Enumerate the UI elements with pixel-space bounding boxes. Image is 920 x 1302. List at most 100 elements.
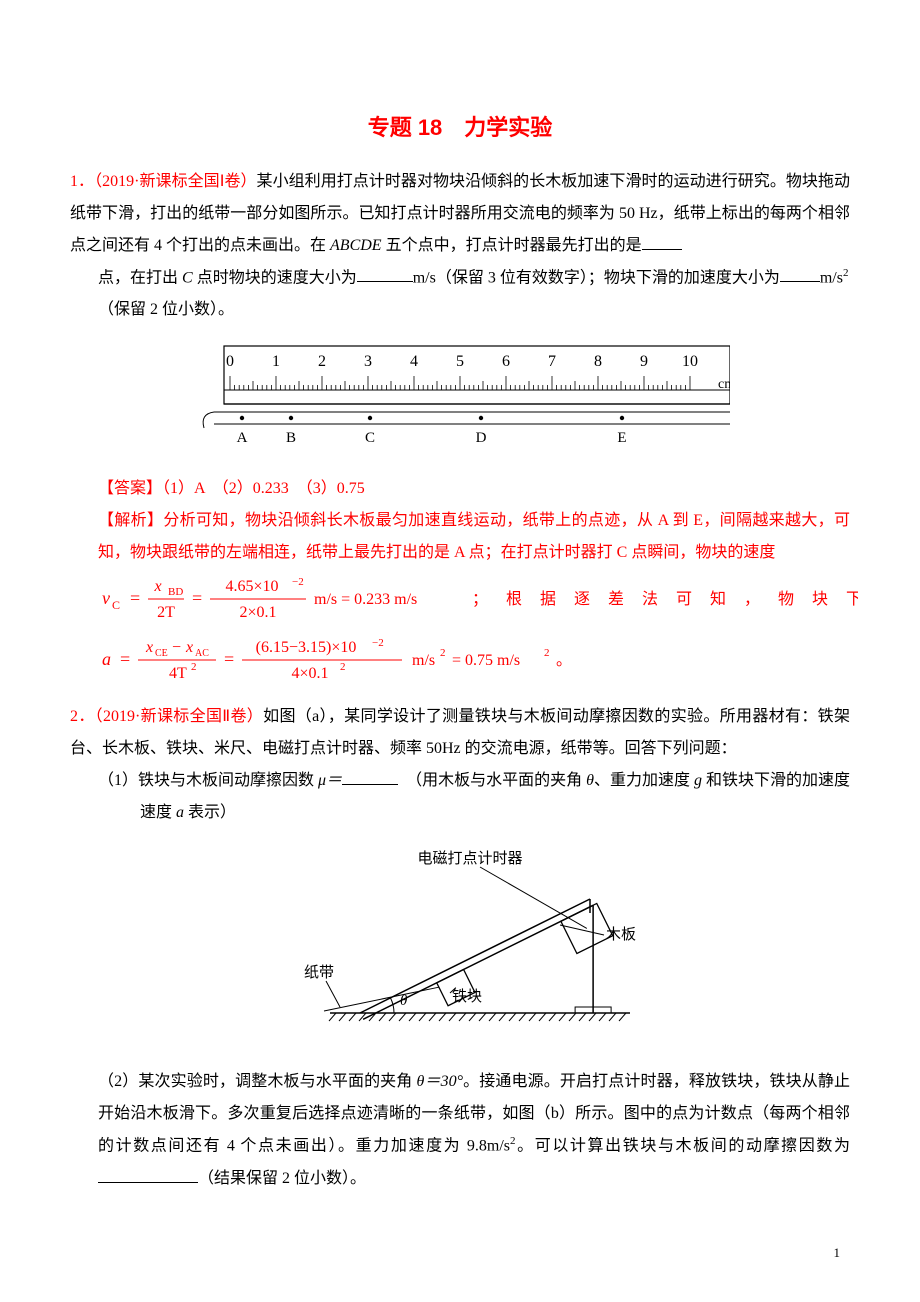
svg-text:=: =: [120, 649, 130, 669]
svg-text:v: v: [102, 588, 110, 608]
svg-text:纸带: 纸带: [304, 964, 334, 981]
svg-text:1: 1: [272, 353, 280, 370]
q2-sub1-c: 、重力加速度: [594, 772, 690, 789]
svg-text:x: x: [185, 639, 193, 656]
svg-text:10: 10: [682, 353, 698, 370]
formula2-svg: a=xCE−xAC4T2=(6.15−3.15)×10−24×0.12m/s2=…: [98, 630, 618, 686]
svg-text:−2: −2: [292, 576, 304, 588]
svg-text:4.65×10: 4.65×10: [225, 578, 278, 595]
q1-text-b: 五个点中，打点计时器最先打出的是: [386, 237, 642, 254]
q1-unit1: m/s（保留 3 位有效数字）；物块下滑的加速度大小为: [413, 269, 780, 286]
q2-sub1-e-pre: 速度: [140, 804, 172, 821]
svg-text:−: −: [172, 639, 181, 656]
svg-text:5: 5: [456, 353, 464, 370]
formula-vc: vC=xBD2T=4.65×10−22×0.1m/s = 0.233 m/s； …: [70, 569, 850, 630]
svg-text:3: 3: [364, 353, 372, 370]
svg-text:BD: BD: [168, 586, 183, 598]
svg-text:2: 2: [544, 647, 550, 659]
svg-text:6: 6: [502, 353, 510, 370]
svg-text:=: =: [224, 649, 234, 669]
answer-1: （1）A: [162, 480, 205, 497]
answer-label: 【答案】: [98, 480, 162, 497]
answer-3: （3）0.75: [305, 480, 365, 497]
q1-number: 1．: [70, 173, 94, 190]
ruler-svg: 012345678910cmABCDE: [190, 340, 730, 450]
svg-text:4T: 4T: [169, 665, 187, 682]
q2-sub1-a: （1）铁块与木板间动摩擦因数: [98, 772, 314, 789]
g: g: [690, 772, 706, 789]
blank-velocity: [357, 265, 413, 282]
svg-text:B: B: [286, 430, 296, 446]
svg-text:a: a: [102, 649, 111, 669]
svg-text:铁块: 铁块: [452, 988, 482, 1005]
svg-text:2: 2: [318, 353, 326, 370]
theta: θ: [582, 772, 594, 789]
svg-text:m/s: m/s: [412, 652, 435, 669]
expl-label: 【解析】: [98, 512, 163, 529]
svg-text:4: 4: [410, 353, 418, 370]
page-number: 1: [70, 1245, 850, 1261]
q1-unit2: m/s: [820, 269, 843, 286]
question-2-part2: （2）某次实验时，调整木板与水平面的夹角 θ＝30°。接通电源。开启打点计时器，…: [70, 1066, 850, 1194]
q1-explanation: 【解析】分析可知，物块沿倾斜长木板最匀加速直线运动，纸带上的点迹，从 A 到 E…: [70, 505, 850, 569]
q2-sub1-d: 和铁块下滑的加速度: [706, 772, 850, 789]
mu: μ＝: [314, 772, 342, 789]
svg-text:4×0.1: 4×0.1: [291, 665, 328, 682]
q2-sub2-c: 。可以计算出铁块与木板间的动摩擦因数为: [516, 1138, 850, 1155]
svg-text:； 根 据 逐 差 法 可 知 ， 物 块 下 滑 的 加: ； 根 据 逐 差 法 可 知 ， 物 块 下 滑 的 加 速 度: [472, 590, 858, 608]
svg-text:2×0.1: 2×0.1: [239, 604, 276, 621]
q2-source: （2019·新课标全国Ⅱ卷）: [95, 708, 263, 725]
question-1: 1．（2019·新课标全国Ⅰ卷）某小组利用打点计时器对物块沿倾斜的长木板加速下滑…: [70, 166, 850, 326]
q1-C: C: [178, 269, 197, 286]
q1-text-c: 点，在打出: [98, 269, 178, 286]
svg-text:x: x: [145, 639, 153, 656]
a-var: a: [172, 804, 188, 821]
svg-text:CE: CE: [155, 648, 168, 659]
q1-abcde: ABCDE: [326, 237, 386, 254]
svg-text:−2: −2: [372, 637, 384, 649]
svg-text:D: D: [476, 430, 487, 446]
svg-text:x: x: [153, 578, 161, 595]
svg-text:= 0.75 m/s: = 0.75 m/s: [452, 652, 520, 669]
svg-text:2T: 2T: [157, 604, 175, 621]
q2-number: 2．: [70, 708, 95, 725]
svg-text:AC: AC: [195, 648, 209, 659]
svg-text:A: A: [237, 430, 248, 446]
svg-text:9: 9: [640, 353, 648, 370]
question-2: 2．（2019·新课标全国Ⅱ卷）如图（a），某同学设计了测量铁块与木板间动摩擦因…: [70, 701, 850, 829]
svg-text:电磁打点计时器: 电磁打点计时器: [417, 850, 522, 867]
svg-text:C: C: [365, 430, 375, 446]
q2-sub2-d: （结果保留 2 位小数）。: [198, 1170, 366, 1187]
svg-text:7: 7: [548, 353, 556, 370]
q1-text-c2: 点时物块的速度大小为: [197, 269, 357, 286]
q2-sub1-b: （用木板与水平面的夹角: [414, 772, 582, 789]
blank-mu: [342, 768, 398, 785]
q2-sub2-a: （2）某次实验时，调整木板与水平面的夹角: [98, 1073, 412, 1090]
blank-mu-value: [98, 1166, 198, 1183]
q1-sup2: 2: [843, 267, 849, 279]
blank-accel: [780, 265, 820, 282]
svg-text:=: =: [192, 588, 202, 608]
blank-first-point: [642, 233, 682, 250]
topic-title: 专题 18 力学实验: [70, 110, 850, 142]
q1-ruler-figure: 012345678910cmABCDE: [70, 340, 850, 455]
svg-text:m/s = 0.233 m/s: m/s = 0.233 m/s: [314, 591, 417, 608]
incline-svg: θ电磁打点计时器木板纸带铁块: [270, 843, 650, 1043]
svg-text:E: E: [617, 430, 626, 446]
q2-diagram: θ电磁打点计时器木板纸带铁块: [70, 843, 850, 1048]
svg-text:木板: 木板: [606, 925, 636, 943]
svg-text:=: =: [130, 588, 140, 608]
formula1-svg: vC = x BD 2T = 4.65×10 −2 2×0.1 m/s = 0.233 m/s ； …: [98, 569, 858, 625]
svg-text:C: C: [112, 598, 120, 612]
svg-text:。: 。: [556, 652, 572, 669]
theta30: θ＝30°: [412, 1073, 463, 1090]
expl-text-a: 分析可知，物块沿倾斜长木板最匀加速直线运动，纸带上的点迹，从 A 到 E，间隔越…: [98, 512, 850, 561]
q1-text-d: （保留 2 位小数）。: [98, 301, 234, 318]
svg-text:2: 2: [191, 661, 197, 673]
svg-text:(6.15−3.15)×10: (6.15−3.15)×10: [256, 639, 357, 656]
svg-text:2: 2: [440, 647, 446, 659]
q2-sub1-e: 表示）: [188, 804, 236, 821]
answer-2: （2）0.233: [221, 480, 289, 497]
q1-source: （2019·新课标全国Ⅰ卷）: [94, 173, 256, 190]
svg-text:8: 8: [594, 353, 602, 370]
